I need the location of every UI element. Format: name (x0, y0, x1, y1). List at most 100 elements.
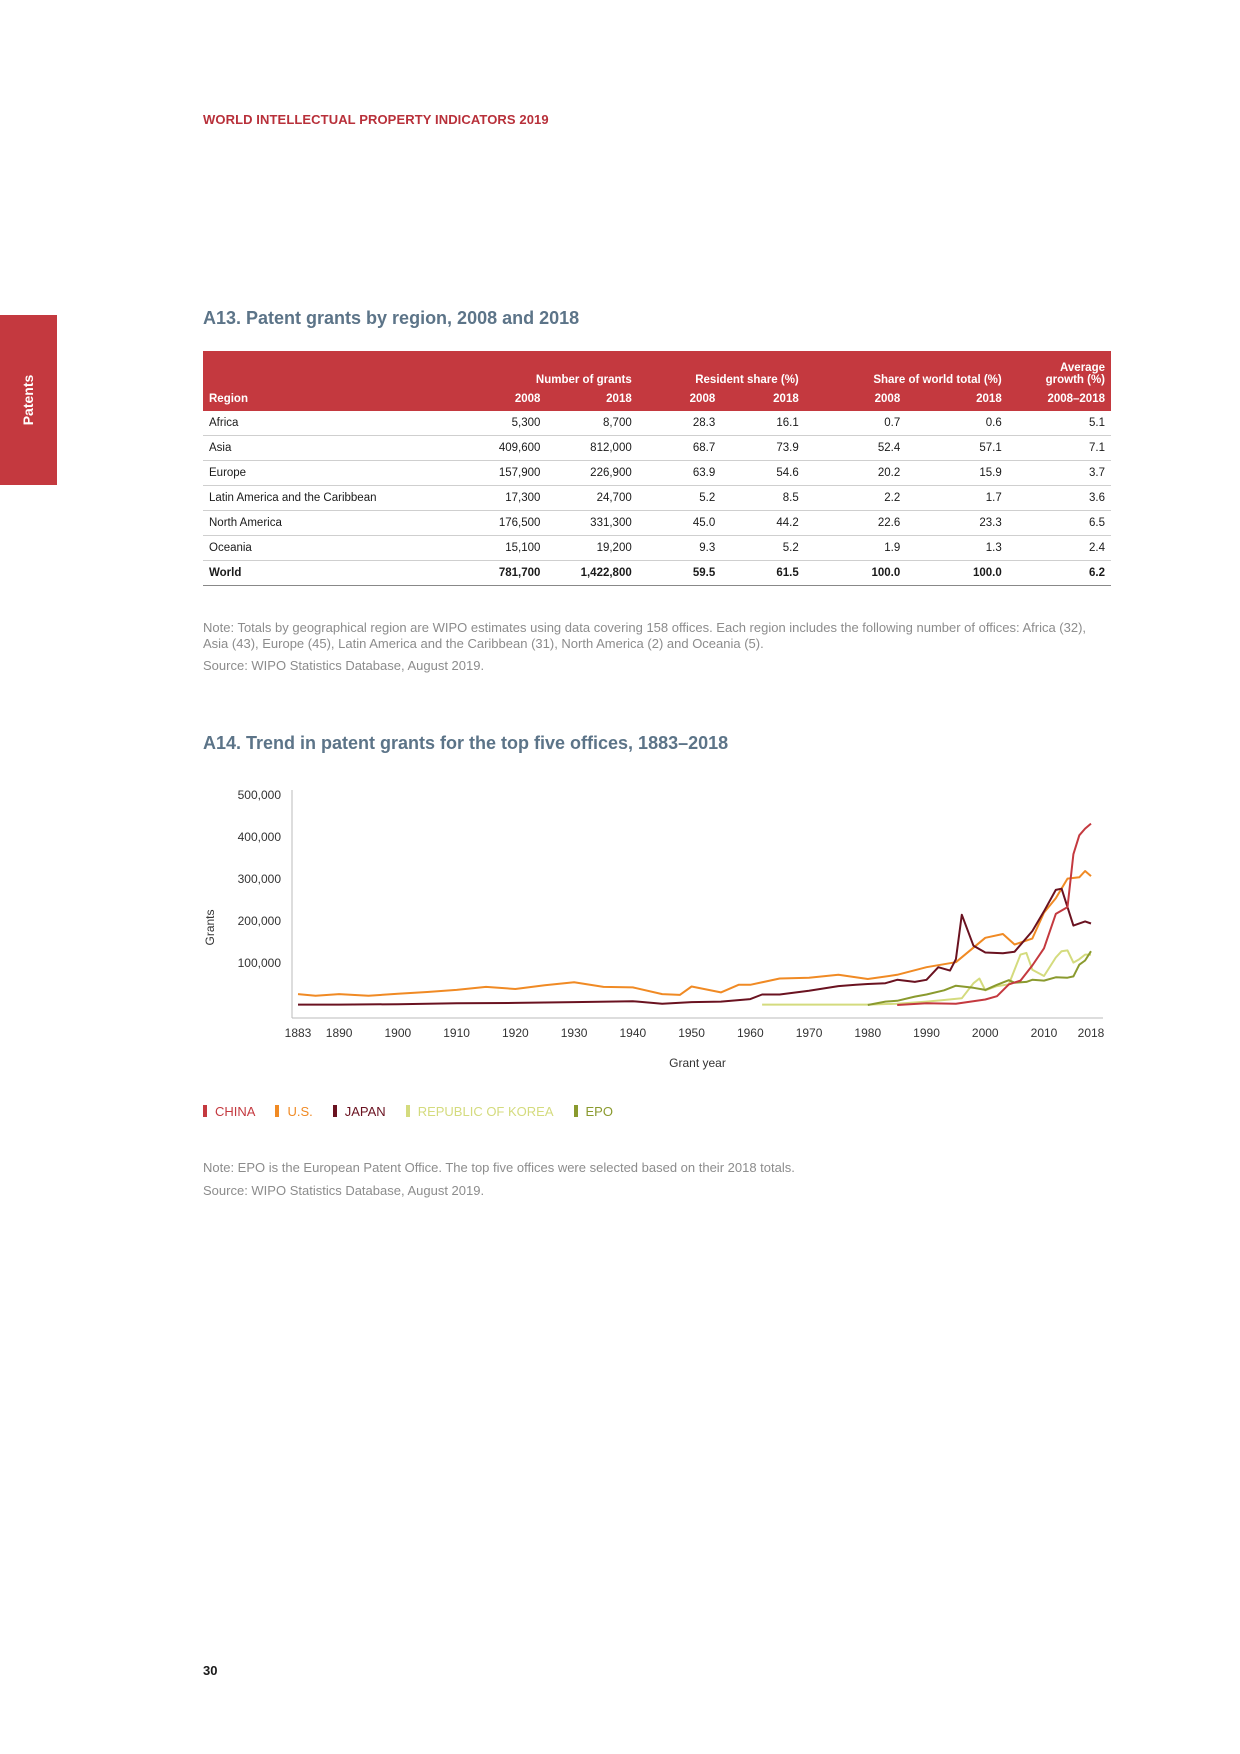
running-title: WORLD INTELLECTUAL PROPERTY INDICATORS 2… (203, 112, 549, 127)
x-tick-label: 1930 (561, 1026, 588, 1040)
y-axis-title: Grants (203, 909, 217, 945)
cell-world-2008: 22.6 (804, 510, 907, 536)
series-line-japan (298, 887, 1092, 1006)
col-grants-2018: 2018 (606, 392, 632, 405)
x-axis-title: Grant year (669, 1056, 726, 1070)
total-cell-world-2008: 100.0 (804, 560, 907, 586)
header-resident-share: Resident share (%) (695, 374, 799, 386)
table-note: Note: Totals by geographical region are … (203, 620, 1087, 651)
x-tick-label: 2018 (1078, 1026, 1105, 1040)
cell-growth: 3.6 (1007, 485, 1111, 511)
header-world-share: Share of world total (%) (873, 374, 1002, 386)
legend-label: REPUBLIC OF KOREA (417, 1104, 554, 1119)
header-average-growth: Average growth (%) (1008, 351, 1111, 386)
section-side-tab: Patents (0, 315, 57, 485)
series-line-china (897, 822, 1092, 1006)
table-row: Asia 409,600 812,000 68.7 73.9 52.4 57.1 7.1 (203, 435, 1111, 461)
chart-source: Source: WIPO Statistics Database, August… (203, 1183, 485, 1198)
col-world-2008: 2008 (874, 392, 901, 405)
table-total-row: World 781,700 1,422,800 59.5 61.5 100.0 100.0 6… (203, 560, 1111, 586)
cell-resident-2008: 5.2 (637, 485, 722, 511)
cell-resident-2008: 63.9 (637, 460, 722, 486)
x-tick-label: 2000 (972, 1026, 999, 1040)
legend-swatch (275, 1105, 280, 1117)
cell-world-2008: 1.9 (804, 535, 907, 561)
cell-growth: 3.7 (1007, 460, 1111, 486)
cell-grants-2018: 226,900 (546, 460, 638, 486)
legend-item: JAPAN (332, 1104, 386, 1119)
total-cell-grants-2008: 781,700 (469, 560, 547, 586)
total-cell-growth: 6.2 (1007, 560, 1111, 586)
cell-region: Latin America and the Caribbean (203, 485, 469, 511)
x-tick-label: 1950 (678, 1026, 705, 1040)
legend-item: CHINA (203, 1104, 255, 1119)
series-line-u-s (297, 870, 1092, 997)
y-tick-label: 400,000 (238, 830, 282, 844)
table-row: Oceania 15,100 19,200 9.3 5.2 1.9 1.3 2.4 (203, 535, 1111, 561)
x-tick-label: 1990 (913, 1026, 940, 1040)
page-number: 30 (203, 1663, 218, 1678)
patent-grants-line-chart: 100,000 200,000 300,000 400,000 500,000 1883 1… (203, 788, 1105, 1070)
header-growth-line1: Average (1060, 362, 1105, 374)
series-line-epo (867, 950, 1092, 1006)
total-cell-resident-2018: 61.5 (721, 560, 805, 586)
cell-resident-2018: 73.9 (721, 435, 805, 461)
legend-label: JAPAN (344, 1104, 386, 1119)
legend-item: REPUBLIC OF KOREA (405, 1104, 554, 1119)
x-tick-label: 1970 (796, 1026, 823, 1040)
x-tick-label: 1920 (502, 1026, 529, 1040)
cell-grants-2008: 17,300 (469, 485, 547, 511)
total-cell-region: World (203, 560, 469, 586)
cell-resident-2018: 8.5 (721, 485, 805, 511)
cell-resident-2018: 16.1 (721, 411, 805, 436)
x-tick-label: 1900 (385, 1026, 412, 1040)
cell-growth: 5.1 (1007, 411, 1111, 436)
table-source: Source: WIPO Statistics Database, August… (203, 658, 485, 673)
legend-swatch (573, 1105, 578, 1117)
y-tick-label: 200,000 (238, 914, 282, 928)
cell-resident-2008: 9.3 (637, 535, 722, 561)
cell-resident-2008: 45.0 (637, 510, 722, 536)
cell-growth: 6.5 (1007, 510, 1111, 536)
cell-world-2008: 20.2 (804, 460, 907, 486)
cell-grants-2008: 5,300 (469, 411, 547, 436)
patent-grants-table: Number of grants Resident share (%) Shar… (203, 351, 1111, 586)
cell-grants-2008: 176,500 (469, 510, 547, 536)
header-empty (203, 351, 469, 386)
cell-world-2018: 57.1 (906, 435, 1008, 461)
cell-resident-2018: 5.2 (721, 535, 805, 561)
cell-region: Asia (203, 435, 469, 461)
side-tab-label: Patents (20, 374, 36, 426)
cell-grants-2018: 812,000 (546, 435, 638, 461)
legend-label: U.S. (287, 1104, 313, 1119)
cell-grants-2018: 19,200 (546, 535, 638, 561)
table-body: Africa 5,300 8,700 28.3 16.1 0.7 0.6 5.1 Asia 409… (203, 411, 1111, 586)
table-column-header-row: Region 2008 2018 2008 2018 2008 2018 200… (203, 386, 1111, 411)
cell-world-2008: 2.2 (804, 485, 907, 511)
col-world-2018: 2018 (976, 392, 1002, 405)
x-tick-label: 1883 (285, 1026, 312, 1040)
cell-region: Europe (203, 460, 469, 486)
total-cell-grants-2018: 1,422,800 (546, 560, 638, 586)
cell-grants-2008: 157,900 (469, 460, 547, 486)
y-tick-label: 300,000 (238, 872, 282, 886)
cell-growth: 7.1 (1007, 435, 1111, 461)
x-tick-label: 2010 (1031, 1026, 1058, 1040)
x-tick-label: 1980 (854, 1026, 881, 1040)
x-tick-label: 1910 (443, 1026, 470, 1040)
table-group-header-row: Number of grants Resident share (%) Shar… (203, 351, 1111, 386)
cell-grants-2018: 8,700 (546, 411, 638, 436)
x-tick-label: 1940 (619, 1026, 646, 1040)
col-grants-2008: 2008 (514, 392, 541, 405)
legend-swatch (405, 1105, 410, 1117)
table-title: A13. Patent grants by region, 2008 and 2… (203, 308, 580, 328)
table-row: Europe 157,900 226,900 63.9 54.6 20.2 15.9 3.7 (203, 460, 1111, 486)
table-row: North America 176,500 331,300 45.0 44.2 22.6 2… (203, 510, 1111, 536)
total-cell-resident-2008: 59.5 (637, 560, 722, 586)
col-resident-2008: 2008 (689, 392, 716, 405)
cell-region: Oceania (203, 535, 469, 561)
legend-item: EPO (573, 1104, 613, 1119)
cell-resident-2008: 68.7 (637, 435, 722, 461)
y-tick-label: 500,000 (238, 788, 282, 802)
cell-world-2018: 0.6 (906, 411, 1008, 436)
